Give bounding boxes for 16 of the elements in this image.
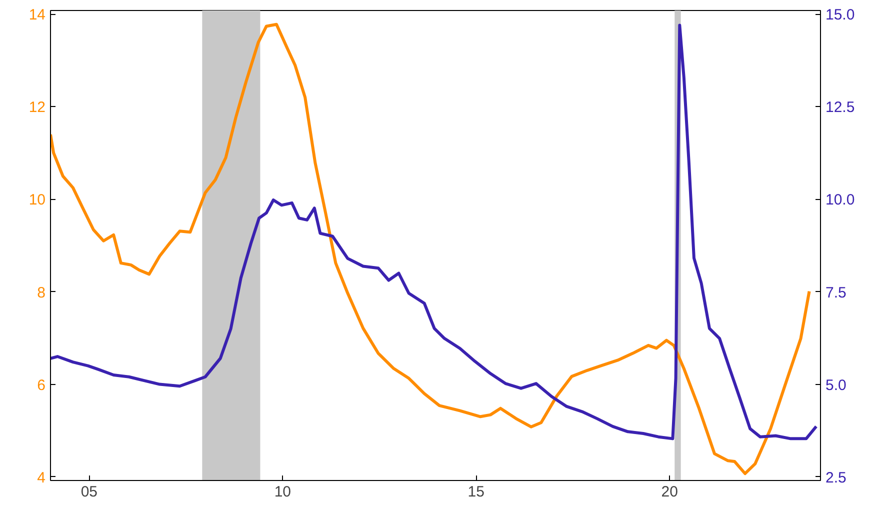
y2-tick-label: 12.5	[826, 99, 855, 116]
x-tick-label: 05	[80, 484, 98, 500]
y2-tick-label: 10.0	[826, 192, 855, 209]
x-tick-label: 15	[468, 484, 484, 500]
y-tick-label: 4	[37, 469, 46, 486]
y-tick-label: 8	[37, 284, 46, 302]
y-tick-label: 14	[28, 6, 46, 24]
y-tick-label: 6	[37, 376, 46, 394]
y2-tick-label: 5.0	[826, 376, 846, 394]
x-tick-label: 20	[661, 484, 678, 500]
y-tick-label: 12	[28, 99, 46, 116]
y-tick-label: 10	[28, 192, 46, 209]
y2-tick-label: 15.0	[826, 6, 855, 24]
x-tick-label: 10	[274, 484, 292, 500]
y2-tick-label: 7.5	[826, 284, 846, 302]
y2-tick-label: 2.5	[826, 469, 846, 486]
